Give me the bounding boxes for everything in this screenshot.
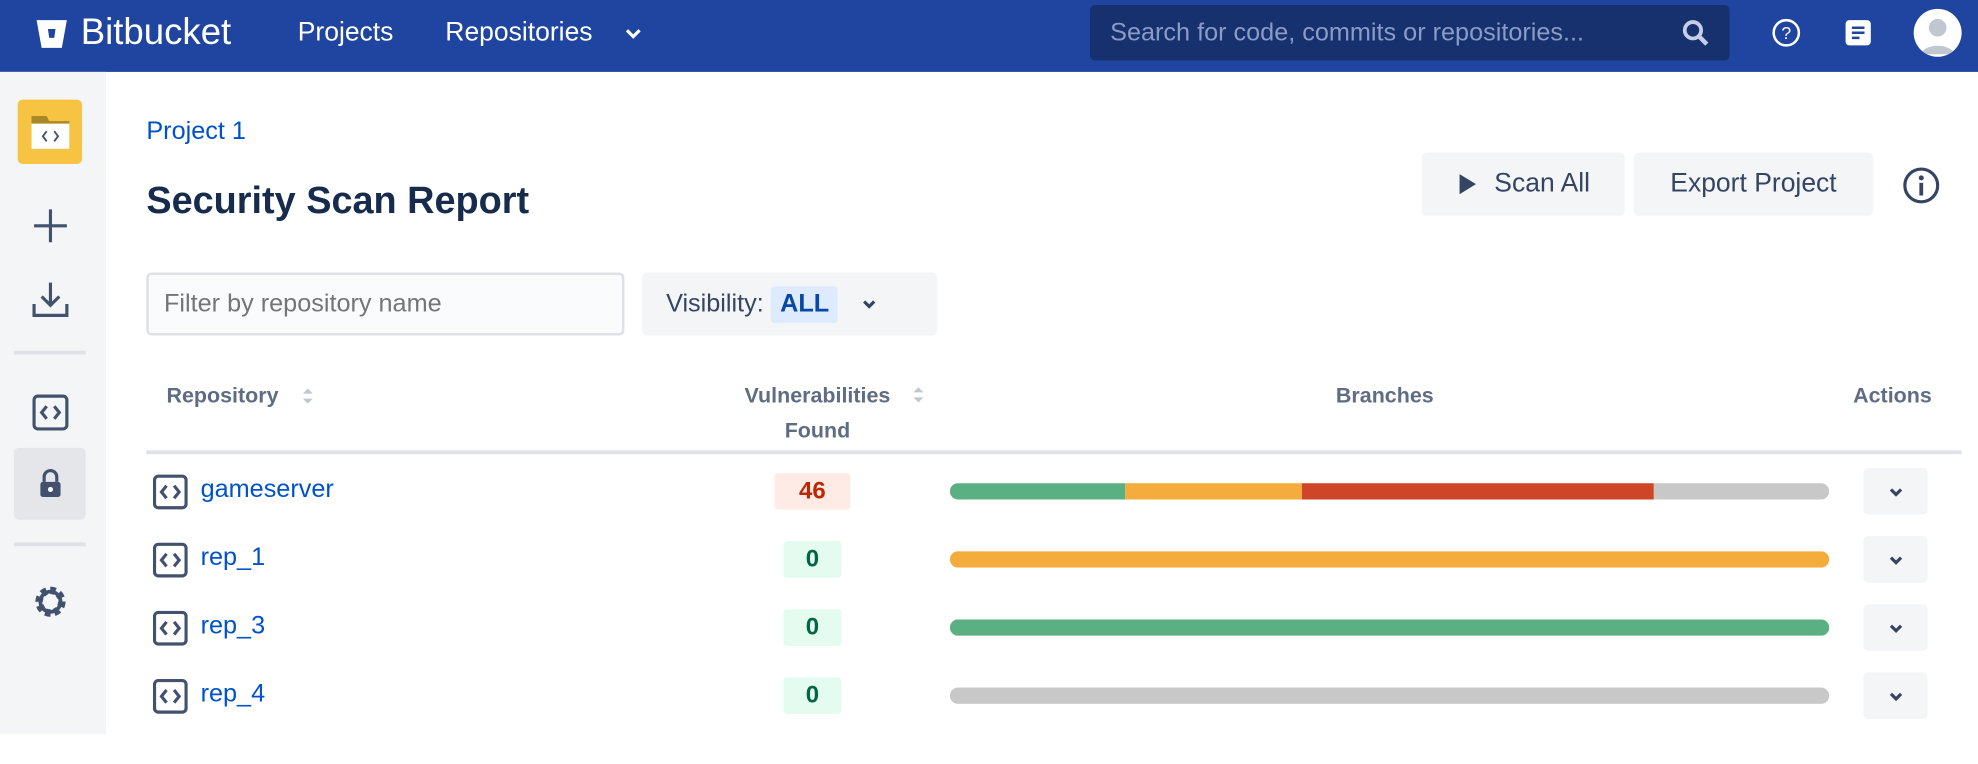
info-icon[interactable] [1901, 165, 1941, 205]
top-nav-bar: Bitbucket Projects Repositories Search f… [0, 0, 1978, 72]
row-actions-button[interactable] [1863, 672, 1928, 720]
header-label: Vulnerabilities Found [744, 383, 891, 443]
table-row: gameserver 46 [0, 468, 1978, 560]
user-icon [1921, 18, 1955, 55]
visibility-dropdown[interactable]: Visibility: ALL [642, 272, 938, 336]
repository-link[interactable]: rep_1 [200, 543, 266, 572]
row-actions-button[interactable] [1863, 536, 1928, 583]
chevron-down-icon [1889, 623, 1902, 633]
search-input[interactable]: Search for code, commits or repositories… [1089, 5, 1730, 61]
code-icon [31, 393, 68, 430]
branch-segment [949, 551, 1830, 568]
chevron-down-icon[interactable] [624, 25, 642, 43]
repository-link[interactable]: rep_3 [200, 611, 266, 640]
vulnerability-count-badge: 0 [783, 609, 842, 646]
export-label: Export Project [1670, 169, 1837, 199]
vulnerability-count-badge: 46 [774, 473, 851, 510]
chevron-down-icon [1889, 487, 1902, 497]
gear-icon [34, 585, 65, 617]
download-icon [31, 281, 68, 317]
sidebar [0, 71, 106, 735]
repository-icon [152, 474, 188, 510]
chevron-down-icon [1889, 555, 1902, 565]
brand-name: Bitbucket [80, 12, 232, 53]
project-icon [30, 115, 69, 149]
branch-segment [949, 483, 1126, 500]
branches-bar [949, 551, 1830, 568]
nav-repositories[interactable]: Repositories [445, 17, 593, 47]
avatar[interactable] [1913, 8, 1962, 57]
branch-segment [949, 687, 1830, 704]
repository-link[interactable]: rep_4 [200, 679, 266, 708]
branches-bar [949, 687, 1830, 704]
column-header-vulnerabilities[interactable]: Vulnerabilities Found [729, 378, 906, 449]
header-label: Repository [166, 383, 279, 408]
scan-all-label: Scan All [1494, 169, 1591, 199]
row-actions-button[interactable] [1863, 604, 1928, 651]
sidebar-item-security[interactable] [13, 447, 86, 520]
sidebar-divider [13, 350, 86, 355]
breadcrumb[interactable]: Project 1 [146, 117, 246, 146]
branch-segment [1653, 483, 1830, 500]
column-header-repository[interactable]: Repository [167, 378, 314, 413]
lock-icon [39, 468, 60, 497]
help-icon[interactable]: ? [1771, 18, 1801, 48]
create-button[interactable] [14, 189, 86, 261]
branch-segment [1125, 483, 1302, 500]
vulnerability-count-badge: 0 [783, 541, 842, 578]
column-header-actions: Actions [1853, 383, 1932, 408]
branches-bar [949, 483, 1830, 500]
table-row: rep_3 0 [0, 604, 1978, 696]
bitbucket-icon [36, 19, 67, 48]
branches-bar [949, 619, 1830, 636]
search-placeholder: Search for code, commits or repositories… [1110, 18, 1585, 47]
page-title: Security Scan Report [146, 180, 530, 223]
filter-repository-input[interactable] [146, 272, 625, 336]
svg-text:?: ? [1781, 23, 1791, 43]
branch-segment [949, 619, 1830, 636]
import-button[interactable] [14, 262, 86, 334]
bitbucket-logo[interactable]: Bitbucket [35, 13, 231, 55]
table-row: rep_1 0 [0, 536, 1978, 628]
column-header-branches: Branches [1335, 383, 1434, 408]
visibility-label: Visibility: [666, 289, 764, 318]
sort-icon[interactable] [912, 385, 925, 405]
repository-icon [152, 679, 188, 714]
repository-link[interactable]: gameserver [200, 475, 334, 504]
repository-icon [152, 610, 188, 646]
play-icon [1458, 174, 1476, 195]
branch-segment [1301, 483, 1654, 500]
plus-icon [33, 208, 67, 242]
visibility-value: ALL [771, 285, 839, 323]
sort-icon [302, 388, 313, 404]
nav-projects[interactable]: Projects [297, 17, 394, 47]
header-divider [146, 450, 1962, 455]
sidebar-item-settings[interactable] [14, 565, 86, 637]
chevron-down-icon [1889, 692, 1902, 701]
row-actions-button[interactable] [1863, 468, 1928, 515]
chevron-down-icon [863, 300, 876, 309]
sidebar-item-source[interactable] [14, 376, 86, 448]
notifications-icon[interactable] [1843, 18, 1873, 48]
search-icon[interactable] [1682, 19, 1710, 47]
sidebar-divider [13, 542, 86, 547]
repository-icon [152, 542, 188, 578]
vulnerability-count-badge: 0 [783, 677, 842, 715]
project-avatar[interactable] [17, 99, 82, 164]
scan-all-button[interactable]: Scan All [1421, 152, 1625, 216]
table-row: rep_4 0 [0, 672, 1978, 764]
export-project-button[interactable]: Export Project [1633, 152, 1874, 216]
